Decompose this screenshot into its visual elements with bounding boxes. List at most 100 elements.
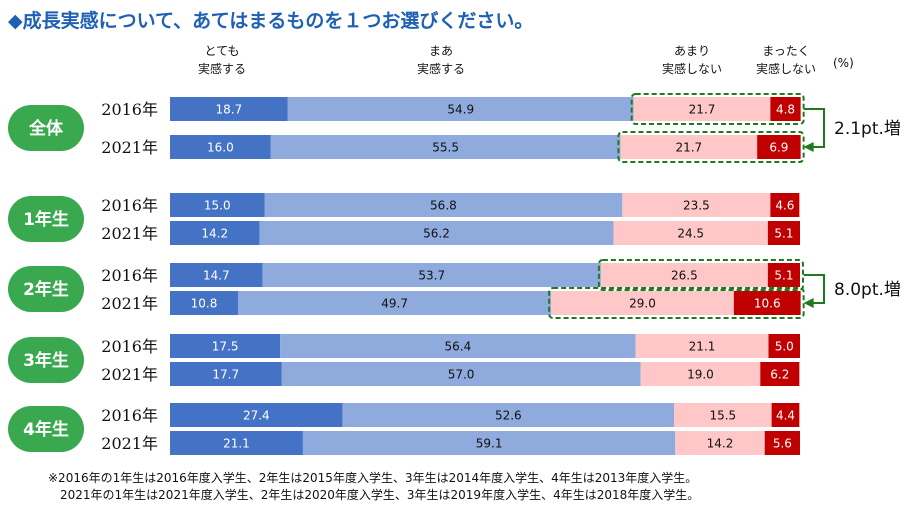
data-label-not_at_all: 4.6 xyxy=(775,199,794,213)
highlight-box xyxy=(597,259,804,291)
data-label-somewhat: 55.5 xyxy=(432,141,459,155)
data-label-very: 21.1 xyxy=(223,437,250,451)
bar-segment-somewhat xyxy=(264,193,623,217)
data-label-somewhat: 56.8 xyxy=(430,199,457,213)
group-badge-label: 4年生 xyxy=(23,419,69,440)
bracket-line xyxy=(803,274,825,304)
legend-label-somewhat-line-2: 実感する xyxy=(417,61,465,76)
bar-segment-not_much xyxy=(674,403,772,427)
legend-label-very-line-2: 実感する xyxy=(198,61,246,76)
legend-label-somewhat-line-1: まあ xyxy=(429,44,453,58)
group-badge-label: 3年生 xyxy=(23,350,69,371)
data-label-very: 14.7 xyxy=(203,269,230,283)
data-label-very: 17.7 xyxy=(212,368,239,382)
bar-segment-not_much xyxy=(551,291,734,315)
group-badge xyxy=(8,406,84,452)
bar-segment-very xyxy=(170,291,239,315)
change-annotation-label: 2.1pt.増 xyxy=(834,119,901,139)
bar-segment-very xyxy=(170,431,303,455)
bar-segment-somewhat xyxy=(270,135,621,159)
data-label-not_at_all: 6.2 xyxy=(770,368,789,382)
year-label: 2016年 xyxy=(101,266,158,285)
bar-segment-not_much xyxy=(600,263,768,287)
bar-segment-not_at_all xyxy=(770,193,800,217)
group-badge-label: 全体 xyxy=(28,118,64,139)
bar-segment-very xyxy=(170,263,263,287)
bracket-line xyxy=(803,108,825,148)
bar-segment-somewhat xyxy=(302,431,676,455)
year-label: 2016年 xyxy=(101,406,158,425)
group-badge xyxy=(8,196,84,242)
data-label-somewhat: 54.9 xyxy=(447,103,474,117)
data-label-not_at_all: 4.8 xyxy=(776,103,795,117)
data-label-not_at_all: 5.0 xyxy=(775,340,794,354)
bar-segment-not_at_all xyxy=(767,263,800,287)
bar-segment-not_at_all xyxy=(767,221,800,245)
data-label-not_at_all: 5.6 xyxy=(773,437,792,451)
highlight-box xyxy=(630,93,805,125)
data-label-not_at_all: 5.1 xyxy=(774,269,793,283)
bar-segment-very xyxy=(170,403,343,427)
group-badge xyxy=(8,105,84,151)
data-label-very: 17.5 xyxy=(212,340,239,354)
bar-segment-somewhat xyxy=(259,221,614,245)
bar-segment-somewhat xyxy=(342,403,674,427)
group-badge xyxy=(8,337,84,383)
bar-segment-not_much xyxy=(675,431,765,455)
bar-segment-very xyxy=(170,362,282,386)
data-label-somewhat: 57.0 xyxy=(448,368,475,382)
year-label: 2021年 xyxy=(101,294,158,313)
footnote-line-1: ※2016年の1年生は2016年度入学生、2年生は2015年度入学生、3年生は2… xyxy=(48,470,697,485)
year-label: 2021年 xyxy=(101,138,158,157)
data-label-very: 10.8 xyxy=(191,297,218,311)
data-label-not_much: 15.5 xyxy=(709,409,736,423)
data-label-somewhat: 53.7 xyxy=(418,269,445,283)
bar-segment-very xyxy=(170,135,271,159)
highlight-box xyxy=(548,287,805,319)
data-label-somewhat: 59.1 xyxy=(476,437,503,451)
data-label-somewhat: 56.4 xyxy=(445,340,472,354)
legend-label-not_much-line-1: あまり xyxy=(674,44,710,58)
bar-segment-not_much xyxy=(613,221,768,245)
bar-segment-somewhat xyxy=(238,291,552,315)
change-annotation-label: 8.0pt.増 xyxy=(834,280,901,300)
bar-segment-not_at_all xyxy=(768,334,800,358)
bar-segment-not_at_all xyxy=(733,291,801,315)
bar-segment-not_at_all xyxy=(760,362,800,386)
data-label-somewhat: 52.6 xyxy=(495,409,522,423)
group-badge xyxy=(8,266,84,312)
data-label-not_much: 19.0 xyxy=(687,368,714,382)
data-label-not_much: 29.0 xyxy=(629,297,656,311)
data-label-very: 15.0 xyxy=(204,199,231,213)
bar-segment-not_at_all xyxy=(771,403,800,427)
data-label-very: 27.4 xyxy=(243,409,270,423)
bracket-arrowhead xyxy=(803,298,814,308)
data-label-somewhat: 49.7 xyxy=(381,297,408,311)
data-label-not_at_all: 5.1 xyxy=(774,227,793,241)
chart-title: ◆成長実感について、あてはまるものを１つお選びください。 xyxy=(8,9,533,32)
bar-segment-very xyxy=(170,334,281,358)
bar-segment-very xyxy=(170,193,265,217)
legend-label-not_at_all-line-2: 実感しない xyxy=(756,61,816,76)
data-label-not_at_all: 6.9 xyxy=(769,141,788,155)
data-label-not_much: 21.1 xyxy=(689,340,716,354)
data-label-not_much: 26.5 xyxy=(671,269,698,283)
bracket-arrowhead xyxy=(803,142,814,152)
legend-label-not_much-line-2: 実感しない xyxy=(662,61,722,76)
data-label-not_much: 24.5 xyxy=(677,227,704,241)
bar-segment-not_much xyxy=(633,97,771,121)
bar-segment-somewhat xyxy=(287,97,634,121)
data-label-not_at_all: 4.4 xyxy=(776,409,795,423)
year-label: 2016年 xyxy=(101,337,158,356)
bar-segment-not_at_all xyxy=(770,97,801,121)
footnote-line-2: 2021年の1年生は2021年度入学生、2年生は2020年度入学生、3年生は20… xyxy=(60,487,699,502)
bar-segment-somewhat xyxy=(281,362,641,386)
year-label: 2021年 xyxy=(101,434,158,453)
data-label-very: 14.2 xyxy=(201,227,228,241)
bar-segment-not_much xyxy=(640,362,761,386)
data-label-not_at_all: 10.6 xyxy=(754,297,781,311)
bar-segment-not_much xyxy=(635,334,769,358)
unit-label: (%) xyxy=(833,56,854,70)
year-label: 2016年 xyxy=(101,100,158,119)
